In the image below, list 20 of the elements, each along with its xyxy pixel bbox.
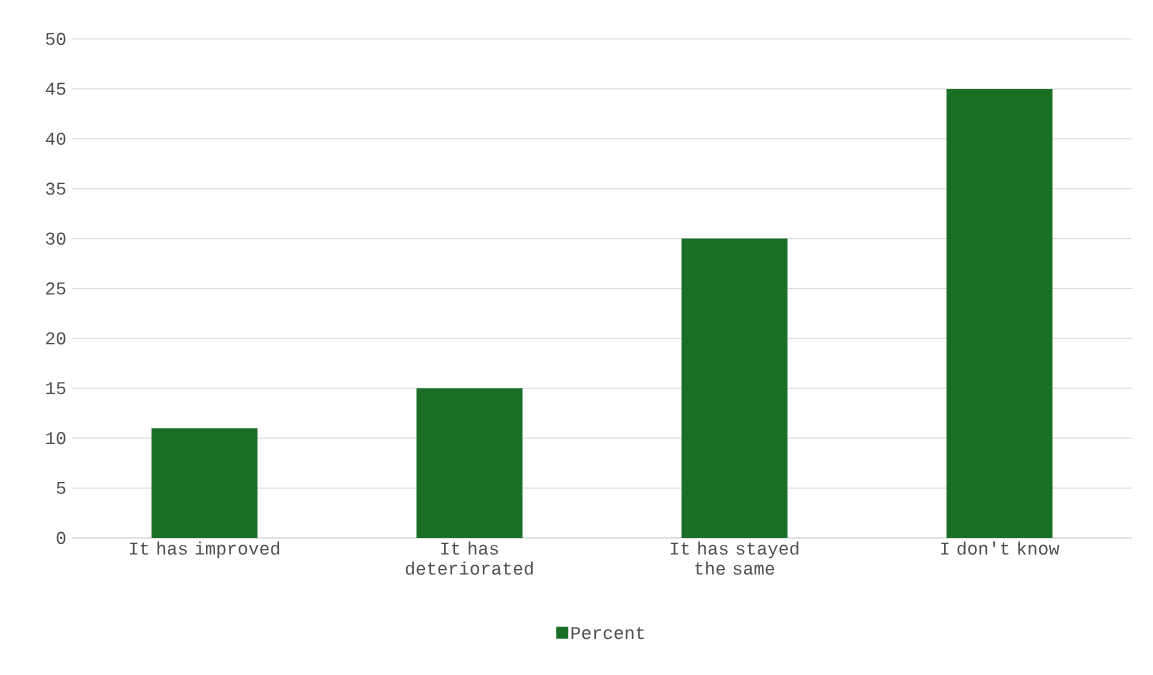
y-tick-label: 5: [56, 482, 66, 495]
y-tick-label: 20: [46, 332, 66, 345]
bar: [416, 388, 523, 538]
x-tick-label: It has deteriorated: [405, 541, 533, 575]
y-tick-label: 10: [46, 432, 66, 445]
legend-label: Percent: [571, 627, 644, 640]
y-tick-label: 30: [46, 232, 66, 245]
y-tick-label: 15: [46, 382, 66, 395]
bar: [151, 428, 258, 538]
bar: [681, 238, 788, 538]
y-tick-label: 0: [56, 531, 66, 545]
y-tick-label: 45: [45, 82, 66, 95]
y-tick-label: 40: [45, 132, 66, 145]
y-tick-label: 35: [46, 182, 66, 195]
x-tick-label: It has stayed the same: [670, 541, 799, 575]
y-tick-label: 25: [46, 282, 66, 295]
y-tick-label: 50: [46, 32, 66, 46]
bar: [946, 88, 1053, 538]
x-tick-label: It has improved: [130, 541, 280, 559]
x-tick-label: I don't know: [941, 541, 1060, 555]
